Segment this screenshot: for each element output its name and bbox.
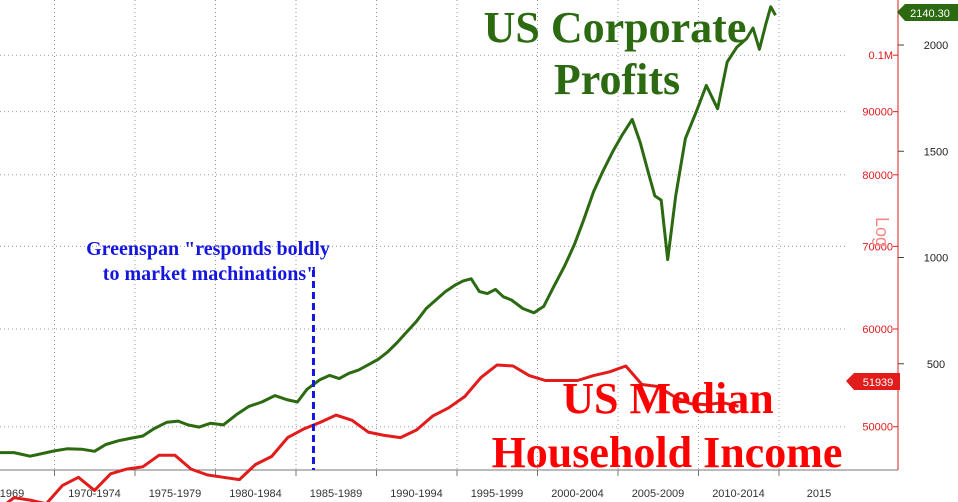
subtitle-line-2: Household Income bbox=[492, 428, 843, 477]
x-tick-label: 1970-1974 bbox=[68, 488, 121, 500]
profit-tick-label: 2000 bbox=[924, 40, 948, 52]
income-last-value: 51939 bbox=[863, 377, 894, 389]
x-tick-label: 1975-1979 bbox=[149, 488, 202, 500]
series bbox=[0, 5, 777, 502]
profits-last-value: 2140.30 bbox=[910, 8, 950, 20]
x-tick-label: 2000-2004 bbox=[551, 488, 604, 500]
x-tick-label: 2010-2014 bbox=[712, 488, 765, 500]
greenspan-annotation-line-2: to market machinations" bbox=[103, 263, 317, 285]
income-tick-label: 50000 bbox=[862, 422, 893, 434]
income-tick-label: 60000 bbox=[862, 324, 893, 336]
subtitle-line-1: US Median bbox=[562, 374, 773, 423]
gridlines bbox=[0, 0, 846, 470]
x-axis-ticks: 1969 1970-1974 1975-1979 1980-1984 1985-1989… bbox=[0, 470, 831, 500]
greenspan-annotation-line-1: Greenspan "responds boldly bbox=[86, 238, 330, 260]
income-axis-ticks: 50000 60000 70000 80000 90000 0.1M bbox=[862, 50, 898, 434]
profit-axis-ticks: 500 1000 1500 2000 bbox=[898, 40, 948, 371]
income-tick-label: 70000 bbox=[862, 241, 893, 253]
corporate-profits-line bbox=[0, 5, 777, 458]
x-tick-label: 1985-1989 bbox=[310, 488, 363, 500]
x-tick-label: 1990-1994 bbox=[390, 488, 443, 500]
income-tick-label: 80000 bbox=[862, 170, 893, 182]
log-scale-label: Log bbox=[872, 217, 892, 247]
title-line-2: Profits bbox=[554, 55, 680, 104]
x-tick-label: 2015 bbox=[807, 488, 831, 500]
profit-tick-label: 500 bbox=[927, 359, 945, 371]
profit-tick-label: 1500 bbox=[924, 146, 948, 158]
x-tick-label: 2005-2009 bbox=[632, 488, 685, 500]
income-last-value-badge: 51939 bbox=[846, 373, 900, 390]
x-tick-label: 1995-1999 bbox=[471, 488, 524, 500]
profit-tick-label: 1000 bbox=[924, 253, 948, 265]
title-line-1: US Corporate bbox=[484, 3, 747, 52]
profits-last-value-badge: 2140.30 bbox=[897, 4, 958, 21]
income-tick-label: 90000 bbox=[862, 107, 893, 119]
axes bbox=[0, 0, 899, 471]
income-tick-label: 0.1M bbox=[869, 50, 893, 62]
median-income-line bbox=[5, 363, 739, 502]
x-tick-label: 1980-1984 bbox=[229, 488, 282, 500]
